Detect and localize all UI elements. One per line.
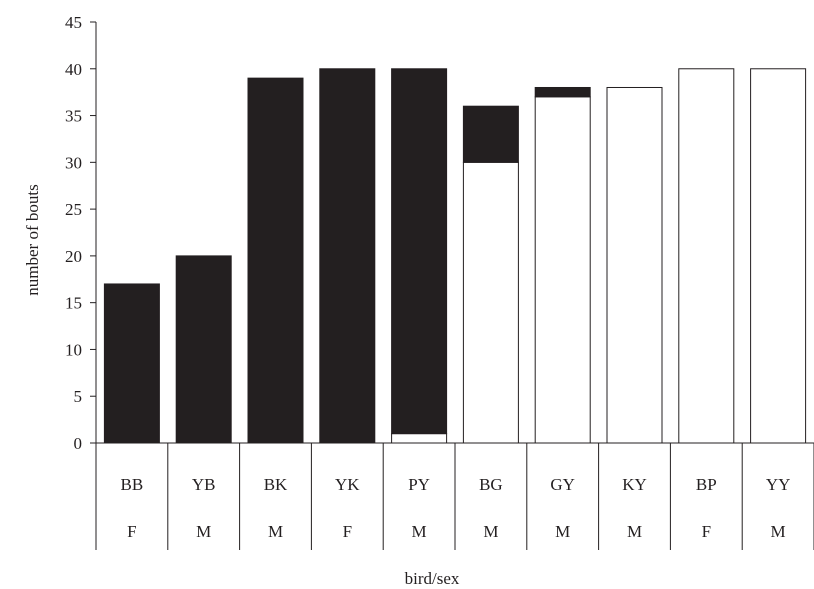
sex-label: M xyxy=(268,522,283,541)
category-label: KY xyxy=(622,475,647,494)
sex-label: M xyxy=(196,522,211,541)
category-label: BP xyxy=(696,475,717,494)
bar-segment-black xyxy=(462,105,519,163)
category-label: YK xyxy=(335,475,360,494)
sex-label: F xyxy=(127,522,136,541)
category-label: PY xyxy=(408,475,430,494)
bar-segment-black xyxy=(319,68,376,444)
sex-label: F xyxy=(343,522,352,541)
y-tick-label: 45 xyxy=(65,13,82,32)
bar-segment-white xyxy=(534,96,591,444)
y-tick-label: 40 xyxy=(65,60,82,79)
bar-segment-black xyxy=(391,68,448,435)
category-label: BB xyxy=(121,475,144,494)
bar-segment-white xyxy=(750,68,807,444)
y-tick-label: 5 xyxy=(74,387,83,406)
category-label: GY xyxy=(550,475,575,494)
y-tick-label: 25 xyxy=(65,200,82,219)
y-tick-label: 35 xyxy=(65,107,82,126)
y-tick-label: 15 xyxy=(65,294,82,313)
sex-label: M xyxy=(627,522,642,541)
plot-area: 0 5 10 15 20 25 30 35 40 45 BB F YB M BK M YK F PY M BG M GY M K… xyxy=(65,13,814,550)
category-label: YB xyxy=(192,475,216,494)
bar-segment-black xyxy=(103,283,160,444)
bar-segment-black xyxy=(175,255,232,444)
bar-segment-white xyxy=(678,68,735,444)
y-axis-title: number of bouts xyxy=(23,184,42,295)
sex-label: M xyxy=(555,522,570,541)
bar-segment-black xyxy=(247,77,304,444)
sex-label: M xyxy=(771,522,786,541)
y-tick-label: 0 xyxy=(74,434,83,453)
category-label: YY xyxy=(766,475,791,494)
x-axis-title: bird/sex xyxy=(405,569,460,588)
category-label: BG xyxy=(479,475,503,494)
y-tick-label: 20 xyxy=(65,247,82,266)
y-tick-label: 10 xyxy=(65,340,82,359)
category-label: BK xyxy=(264,475,288,494)
sex-label: M xyxy=(412,522,427,541)
y-tick-label: 30 xyxy=(65,153,82,172)
bar-segment-black xyxy=(534,86,591,98)
sex-label: M xyxy=(483,522,498,541)
bar-segment-white xyxy=(391,433,448,444)
sex-label: F xyxy=(702,522,711,541)
bar-segment-white xyxy=(606,86,663,444)
bar-segment-white xyxy=(462,161,519,444)
